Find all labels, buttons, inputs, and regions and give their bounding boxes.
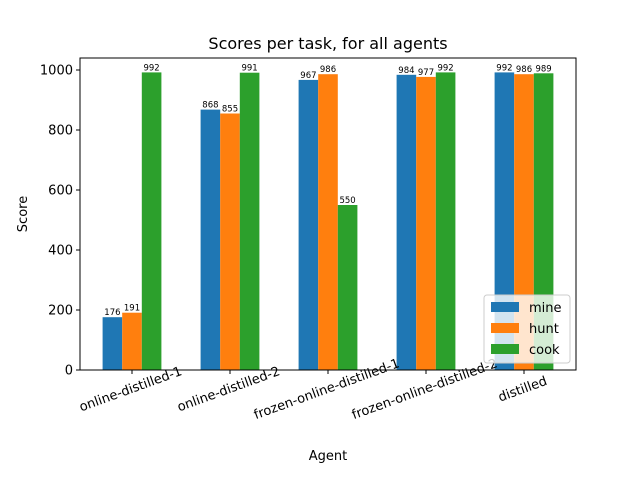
bar-hunt-frozen-online-distilled-2 bbox=[416, 76, 436, 371]
bar-cook-frozen-online-distilled-2 bbox=[435, 72, 456, 371]
bar-value-label: 986 bbox=[320, 65, 336, 75]
legend-swatch-hunt bbox=[491, 323, 519, 333]
y-tick-label: 800 bbox=[48, 124, 73, 139]
bar-value-label: 984 bbox=[398, 66, 414, 76]
bar-value-label: 967 bbox=[300, 71, 316, 81]
bar-value-label: 992 bbox=[437, 63, 453, 73]
bar-value-label: 977 bbox=[418, 68, 434, 78]
y-tick-label: 400 bbox=[48, 244, 73, 259]
bar-mine-frozen-online-distilled-1 bbox=[298, 79, 319, 371]
bar-value-label: 992 bbox=[143, 63, 159, 73]
bar-hunt-frozen-online-distilled-1 bbox=[318, 74, 338, 370]
x-axis-label: Agent bbox=[309, 449, 347, 464]
bar-hunt-online-distilled-2 bbox=[220, 113, 240, 370]
legend-label-mine: mine bbox=[529, 301, 562, 316]
bar-value-label: 991 bbox=[241, 64, 257, 74]
legend-label-hunt: hunt bbox=[529, 322, 559, 337]
bar-value-label: 191 bbox=[124, 304, 140, 314]
bar-cook-online-distilled-2 bbox=[239, 72, 260, 370]
bar-mine-frozen-online-distilled-2 bbox=[396, 74, 417, 371]
y-tick-label: 1000 bbox=[40, 64, 73, 79]
y-axis-label: Score bbox=[16, 196, 31, 232]
bar-cook-online-distilled-1 bbox=[141, 72, 162, 371]
legend-swatch-cook bbox=[491, 344, 519, 354]
legend-label-cook: cook bbox=[529, 343, 560, 358]
bar-hunt-online-distilled-1 bbox=[122, 312, 142, 370]
legend-swatch-mine bbox=[491, 302, 519, 312]
bar-value-label: 992 bbox=[496, 63, 512, 73]
legend: mine hunt cook bbox=[483, 294, 571, 364]
bar-value-label: 176 bbox=[104, 308, 120, 318]
y-tick-label: 600 bbox=[48, 184, 73, 199]
bar-value-label: 868 bbox=[202, 101, 218, 111]
y-axis: 0 200 400 600 800 1000 bbox=[40, 64, 80, 379]
bar-value-label: 550 bbox=[339, 196, 355, 206]
bar-cook-frozen-online-distilled-1 bbox=[337, 205, 358, 370]
bar-value-label: 855 bbox=[222, 105, 238, 115]
bar-mine-online-distilled-1 bbox=[102, 317, 123, 370]
bar-value-label: 986 bbox=[516, 65, 532, 75]
bar-value-label: 989 bbox=[535, 64, 551, 74]
bar-mine-online-distilled-2 bbox=[200, 109, 221, 370]
y-tick-label: 0 bbox=[65, 364, 73, 379]
chart-title: Scores per task, for all agents bbox=[208, 34, 447, 53]
y-tick-label: 200 bbox=[48, 304, 73, 319]
